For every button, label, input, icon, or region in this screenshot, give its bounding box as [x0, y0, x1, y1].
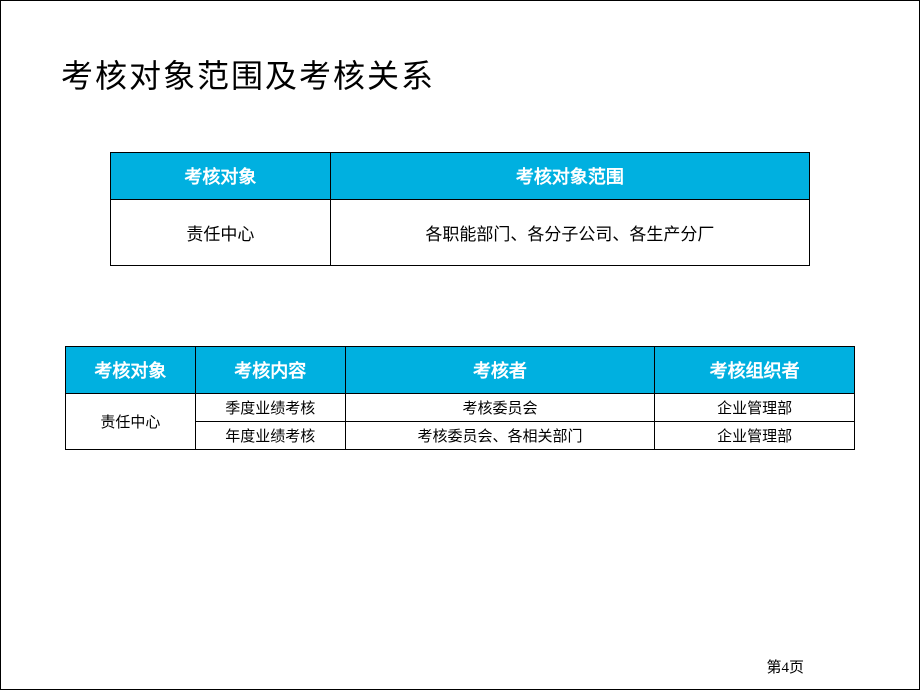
table2-subject: 责任中心 — [66, 394, 196, 450]
page-number: 第4页 — [766, 656, 804, 677]
relation-table: 考核对象 考核内容 考核者 考核组织者 责任中心 季度业绩考核 考核委员会 企业… — [65, 346, 855, 450]
slide-title: 考核对象范围及考核关系 — [61, 51, 859, 97]
table2-header-1: 考核内容 — [195, 347, 345, 394]
table2-r1-content: 年度业绩考核 — [195, 422, 345, 450]
table2-header-0: 考核对象 — [66, 347, 196, 394]
table2-row-0: 责任中心 季度业绩考核 考核委员会 企业管理部 — [66, 394, 855, 422]
table2-r0-organizer: 企业管理部 — [655, 394, 855, 422]
table2-r1-organizer: 企业管理部 — [655, 422, 855, 450]
scope-table: 考核对象 考核对象范围 责任中心 各职能部门、各分子公司、各生产分厂 — [110, 152, 810, 266]
table1-header-0: 考核对象 — [111, 153, 331, 200]
table1-cell-1: 各职能部门、各分子公司、各生产分厂 — [330, 200, 809, 266]
table2-r1-assessor: 考核委员会、各相关部门 — [345, 422, 655, 450]
table2-header-3: 考核组织者 — [655, 347, 855, 394]
table1-row: 责任中心 各职能部门、各分子公司、各生产分厂 — [111, 200, 810, 266]
table1-cell-0: 责任中心 — [111, 200, 331, 266]
table2-header-2: 考核者 — [345, 347, 655, 394]
table2-r0-assessor: 考核委员会 — [345, 394, 655, 422]
table1-header-1: 考核对象范围 — [330, 153, 809, 200]
slide-container: 考核对象范围及考核关系 考核对象 考核对象范围 责任中心 各职能部门、各分子公司… — [1, 1, 919, 689]
table2-r0-content: 季度业绩考核 — [195, 394, 345, 422]
